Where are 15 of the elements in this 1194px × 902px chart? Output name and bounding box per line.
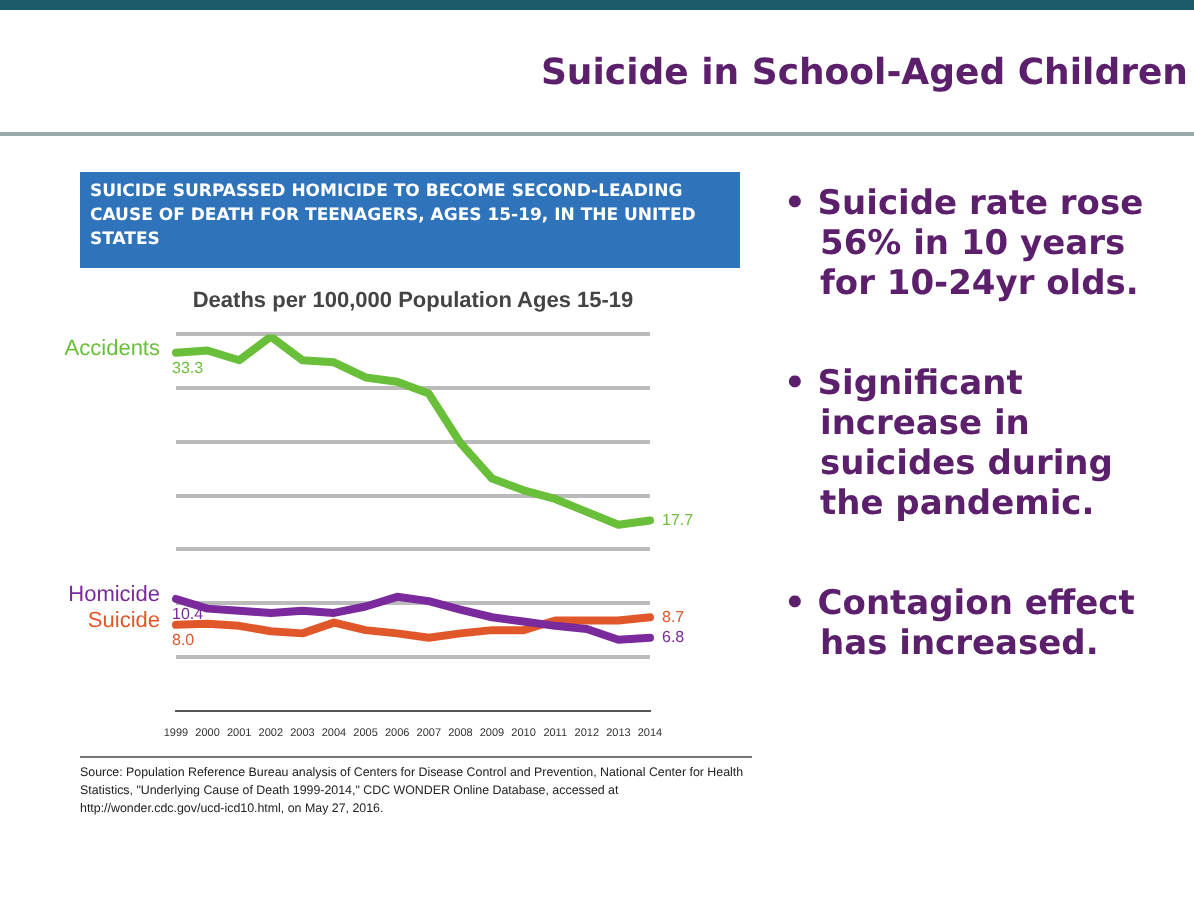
data-label: 6.8 — [662, 628, 686, 647]
data-label: 8.7 — [662, 607, 686, 626]
data-label: 8.0 — [172, 631, 196, 650]
chart-subtitle: Deaths per 100,000 Population Ages 15-19 — [192, 289, 634, 314]
text: • Significant increase in suicides during the pandemic. — [784, 364, 1115, 524]
text: • Contagion effect has increased. — [784, 584, 1137, 664]
series-label: Homicide — [68, 583, 160, 608]
series-label: Accidents — [64, 336, 161, 361]
data-label: 17.7 — [662, 510, 695, 529]
data-label: 10.4 — [172, 605, 205, 624]
text: Suicide in School-Aged Children — [538, 52, 1188, 94]
chart-title: SUICIDE SURPASSED HOMICIDE TO BECOME SECOND-LEADING CAUSE OF DEATH FOR TEENAGERS, AGES 15-19, IN THE UNITED STATES — [90, 180, 698, 252]
data-label: 33.3 — [172, 359, 205, 378]
text: • Suicide rate rose 56% in 10 years for 10-24yr olds. — [784, 184, 1146, 304]
series-label: Suicide — [87, 608, 160, 633]
